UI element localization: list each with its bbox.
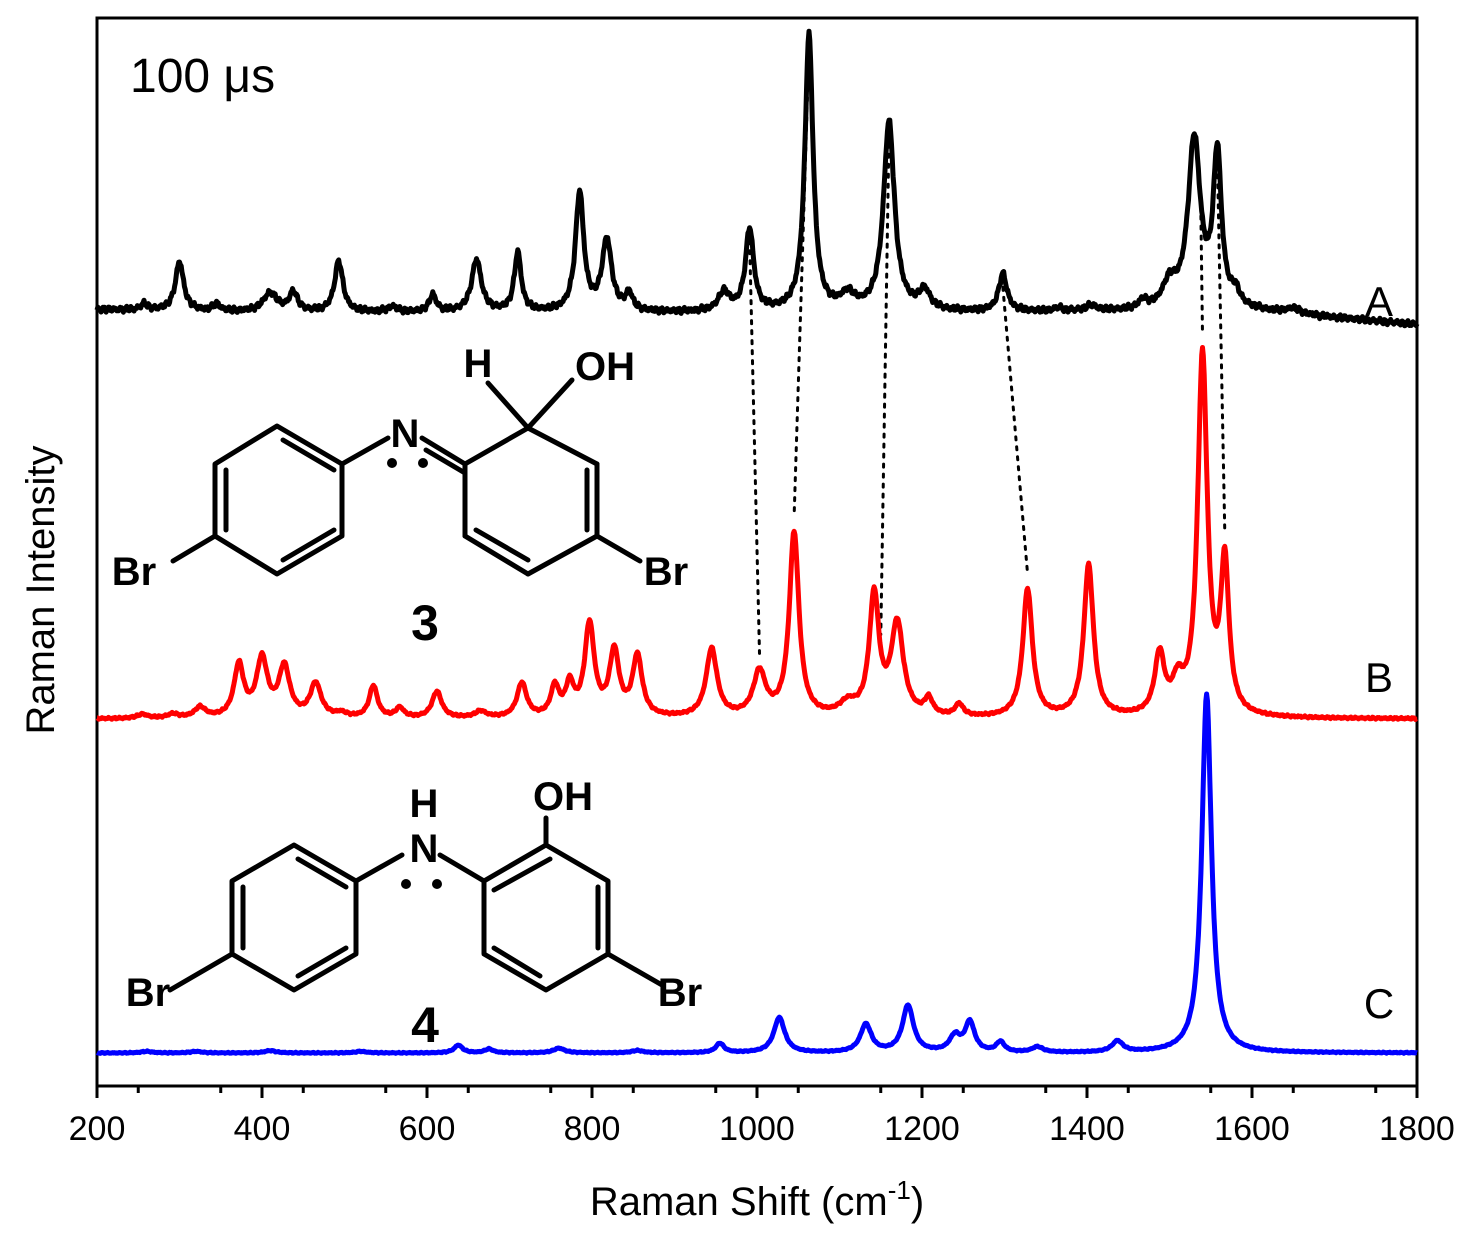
structure-3-n-label: N (391, 412, 420, 456)
x-tick-label: 1800 (1379, 1110, 1455, 1148)
spectra-layer (94, 28, 1420, 1056)
structure-3 (170, 377, 643, 577)
spectrum-b (95, 345, 1419, 722)
structure-3-h-label: H (464, 342, 493, 386)
series-label-b: B (1365, 654, 1393, 701)
correlation-line-3 (879, 132, 891, 636)
x-axis-title-close: ) (911, 1180, 924, 1224)
x-tick-label: 600 (399, 1110, 456, 1148)
structure-4-oh-label: OH (533, 775, 593, 819)
series-label-c: C (1364, 980, 1394, 1027)
structure-4-lone-pair (401, 879, 442, 889)
structure-4-h-label: H (410, 782, 439, 826)
correlation-line-5 (1199, 214, 1204, 336)
structure-3-br-right: Br (644, 550, 688, 594)
x-tick-label: 1000 (719, 1110, 795, 1148)
series-label-a: A (1365, 278, 1393, 325)
structure-4-n-label: N (410, 827, 439, 871)
structure-4-compound-number: 4 (411, 997, 439, 1053)
x-axis-title: Raman Shift (cm-1) (590, 1175, 924, 1224)
x-tick-label: 1200 (884, 1110, 960, 1148)
correlation-line-1 (748, 239, 761, 655)
structure-3-compound-number: 3 (411, 595, 439, 651)
structure-3-lone-pair (387, 458, 428, 468)
spectrum-c (95, 691, 1419, 1056)
correlation-line-6 (1215, 153, 1227, 535)
x-axis-title-superscript: -1 (888, 1175, 911, 1205)
x-tick-label: 800 (564, 1110, 621, 1148)
x-axis-title-main: Raman Shift (cm (590, 1180, 888, 1224)
structure-3-oh-label: OH (575, 345, 635, 389)
x-tick-label: 400 (234, 1110, 291, 1148)
spectrum-a (94, 28, 1420, 329)
x-axis-ticks: 200 400 600 800 1000 1200 1400 1600 1800 (69, 1086, 1455, 1148)
correlation-line-4 (1001, 285, 1030, 576)
structure-4 (167, 815, 665, 993)
structure-4-br-right: Br (658, 971, 702, 1015)
correlation-line-2 (792, 46, 811, 518)
structure-4-br-left: Br (126, 971, 170, 1015)
x-tick-label: 1400 (1049, 1110, 1125, 1148)
structure-3-br-left: Br (112, 550, 156, 594)
y-axis-title: Raman Intensity (19, 445, 63, 734)
correlation-lines (748, 46, 1227, 655)
time-annotation: 100 μs (130, 50, 275, 103)
x-tick-label: 1600 (1214, 1110, 1290, 1148)
x-tick-label: 200 (69, 1110, 126, 1148)
